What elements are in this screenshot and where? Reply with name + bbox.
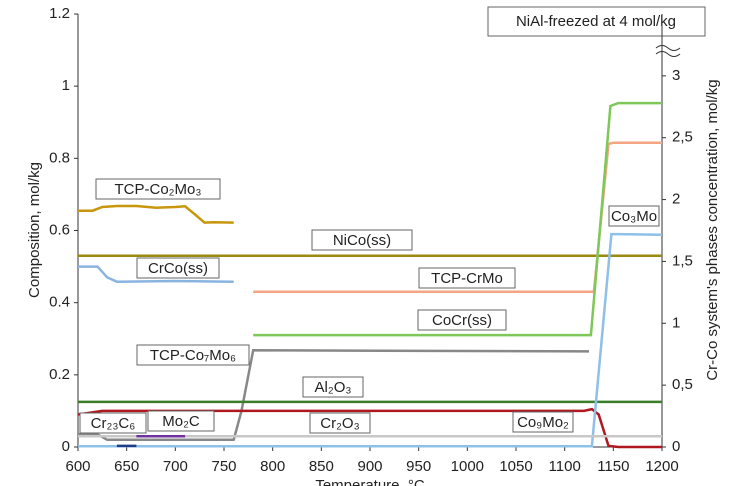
x-tick-label: 600	[65, 458, 90, 475]
series-label-box	[95, 178, 221, 200]
y2-tick-label: 0	[672, 438, 680, 455]
series-label-box	[147, 410, 215, 432]
y-tick-label: 1	[62, 77, 70, 94]
break-mark	[655, 51, 681, 57]
y-tick-label: 0.8	[49, 149, 70, 166]
series-label-box	[136, 344, 250, 366]
y2-tick-label: 0,5	[672, 376, 693, 393]
y2-tick-label: 3	[672, 67, 680, 84]
y2-tick-label: 1,5	[672, 252, 693, 269]
series-label: TCP-Co₂Mo₃	[115, 181, 202, 198]
series-label-box	[417, 309, 507, 331]
x-tick-label: 800	[260, 458, 285, 475]
break-mark	[655, 45, 681, 51]
series-label: Mo₂C	[162, 413, 200, 430]
series-label: Co₉Mo₂	[517, 414, 569, 431]
x-tick-label: 900	[357, 458, 382, 475]
series-label-box	[512, 411, 574, 433]
series-label: CoCr(ss)	[432, 312, 492, 329]
series-label-box	[309, 412, 371, 434]
y-tick-label: 0.6	[49, 221, 70, 238]
series-line	[253, 141, 662, 294]
x-tick-label: 1200	[645, 458, 678, 475]
x-axis-label: Temperature, °C	[315, 477, 425, 486]
series-label: CrCo(ss)	[148, 260, 208, 277]
x-tick-label: 650	[114, 458, 139, 475]
series-line	[78, 349, 590, 442]
series-label: Cr₂₃C₆	[91, 415, 136, 432]
series-label: NiCo(ss)	[333, 232, 391, 249]
y-tick-label: 0	[62, 438, 70, 455]
annotation-box	[487, 6, 706, 37]
series-label-box	[79, 412, 147, 434]
x-tick-label: 950	[406, 458, 431, 475]
x-tick-label: 1000	[451, 458, 484, 475]
series-line	[78, 204, 234, 224]
series-label-box	[608, 205, 660, 227]
series-label-box	[136, 257, 220, 279]
y-tick-label: 0.4	[49, 294, 70, 311]
y-tick-label: 1.2	[49, 5, 70, 22]
y-axis-label: Composition, mol/kg	[26, 162, 43, 298]
x-tick-label: 1100	[549, 458, 581, 475]
x-tick-label: 1050	[499, 458, 532, 475]
series-label: Cr₂O₃	[320, 415, 359, 432]
x-tick-label: 700	[163, 458, 188, 475]
y2-tick-label: 1	[672, 314, 680, 331]
x-tick-label: 850	[309, 458, 334, 475]
y-tick-label: 0.2	[49, 366, 70, 383]
y2-tick-label: 2	[672, 191, 680, 208]
series-label: TCP-CrMo	[431, 270, 503, 287]
series-label: Al₂O₃	[315, 379, 352, 396]
annotation: NiAl-freezed at 4 mol/kg	[516, 13, 676, 30]
series-label-box	[302, 376, 364, 398]
series-label: Co₃Mo	[611, 208, 657, 225]
y2-tick-label: 2,5	[672, 129, 693, 146]
x-tick-label: 750	[211, 458, 236, 475]
series-label-box	[418, 267, 516, 289]
series-line	[253, 101, 662, 337]
series-label-box	[311, 229, 413, 251]
axis-break	[655, 45, 681, 57]
x-tick-label: 1150	[597, 458, 629, 475]
series-line	[78, 232, 663, 448]
series-label: TCP-Co₇Mo₆	[150, 347, 236, 364]
y2-axis-label: Cr-Co system's phases concentration, mol…	[704, 79, 721, 380]
series-line	[78, 265, 234, 283]
